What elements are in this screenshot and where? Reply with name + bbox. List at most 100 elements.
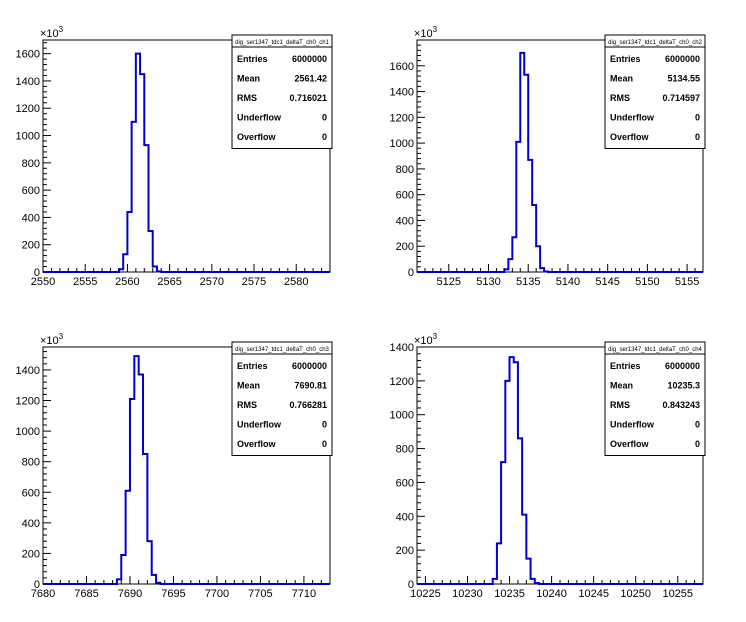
x-tick-label: 7690 xyxy=(118,588,142,600)
y-multiplier-label: ×103 xyxy=(414,25,438,40)
stat-label: Mean xyxy=(237,73,260,83)
x-tick-label: 2550 xyxy=(31,276,55,288)
y-tick-label: 0 xyxy=(34,267,40,279)
stat-value: 0 xyxy=(695,439,700,449)
stat-value: 0.716021 xyxy=(289,93,327,103)
stats-box-frame xyxy=(231,341,333,456)
histogram-name: dig_ser1347_tdc1_deltaT_ch0_ch4 xyxy=(608,347,702,353)
stats-box-frame xyxy=(604,34,706,149)
stats-box: dig_ser1347_tdc1_deltaT_ch0_ch1 Entries 60… xyxy=(231,34,333,149)
y-multiplier-label: ×103 xyxy=(40,332,64,347)
stat-value: 0.766281 xyxy=(289,400,327,410)
x-tick-label: 10250 xyxy=(620,588,651,600)
y-tick-label: 0 xyxy=(408,267,414,279)
y-tick-label: 800 xyxy=(396,164,414,176)
y-tick-label: 800 xyxy=(22,457,40,469)
x-tick-label: 2560 xyxy=(115,276,139,288)
y-tick-label: 1400 xyxy=(390,342,414,354)
stat-value: 10235.3 xyxy=(667,380,700,390)
stat-label: RMS xyxy=(610,93,630,103)
stat-value: 0.714597 xyxy=(662,93,700,103)
stat-label: Overflow xyxy=(237,439,277,449)
histogram-line xyxy=(43,52,330,273)
y-tick-label: 1000 xyxy=(16,131,40,143)
histogram-line xyxy=(417,356,703,585)
y-tick-label: 600 xyxy=(22,487,40,499)
x-tick-label: 10245 xyxy=(578,588,609,600)
y-multiplier-label: ×103 xyxy=(40,25,64,40)
y-tick-label: 1000 xyxy=(390,410,414,422)
y-tick-label: 1400 xyxy=(16,365,40,377)
x-tick-label: 10240 xyxy=(536,588,567,600)
histogram-pad-3: 7680 7685 7690 7695 7700 7705 7710 0 200 400 600 80… xyxy=(16,332,333,600)
x-tick-label: 2555 xyxy=(73,276,97,288)
y-tick-label: 600 xyxy=(396,477,414,489)
x-tick-label: 7705 xyxy=(248,588,272,600)
y-multiplier-label: ×103 xyxy=(414,332,438,347)
stat-label: Underflow xyxy=(610,419,655,429)
y-tick-label: 600 xyxy=(396,190,414,202)
stat-value: 0 xyxy=(695,419,700,429)
stat-label: Mean xyxy=(610,380,633,390)
stats-box: dig_ser1347_tdc1_deltaT_ch0_ch2 Entries 60… xyxy=(604,34,706,149)
stat-value: 2561.42 xyxy=(294,73,327,83)
y-tick-label: 200 xyxy=(396,241,414,253)
stats-box: dig_ser1347_tdc1_deltaT_ch0_ch4 Entries 60… xyxy=(604,341,706,456)
y-tick-label: 1600 xyxy=(16,49,40,61)
x-tick-label: 10230 xyxy=(452,588,483,600)
histogram-name: dig_ser1347_tdc1_deltaT_ch0_ch1 xyxy=(235,40,329,46)
x-tick-label: 10225 xyxy=(410,588,441,600)
y-tick-label: 1400 xyxy=(16,76,40,88)
y-tick-label: 1200 xyxy=(16,103,40,115)
x-tick-label: 5155 xyxy=(675,276,699,288)
stat-label: Entries xyxy=(237,361,268,371)
y-tick-label: 400 xyxy=(396,511,414,523)
y-tick-label: 1000 xyxy=(390,138,414,150)
stat-value: 6000000 xyxy=(292,361,327,371)
stat-label: Entries xyxy=(237,54,268,64)
x-tick-label: 5150 xyxy=(635,276,659,288)
stat-label: Mean xyxy=(237,380,260,390)
y-tick-label: 400 xyxy=(22,518,40,530)
stat-value: 5134.55 xyxy=(667,73,700,83)
y-tick-label: 800 xyxy=(396,444,414,456)
x-tick-label: 2570 xyxy=(200,276,224,288)
stat-value: 0 xyxy=(695,112,700,122)
stat-label: Underflow xyxy=(237,112,282,122)
stat-label: Overflow xyxy=(610,132,650,142)
stat-value: 0.843243 xyxy=(662,400,700,410)
stat-label: Overflow xyxy=(610,439,650,449)
y-tick-label: 800 xyxy=(22,158,40,170)
y-tick-label: 200 xyxy=(22,548,40,560)
stat-value: 0 xyxy=(322,132,327,142)
y-tick-label: 1400 xyxy=(390,87,414,99)
x-tick-label: 5135 xyxy=(516,276,540,288)
y-tick-label: 1200 xyxy=(390,112,414,124)
stat-label: RMS xyxy=(610,400,630,410)
x-tick-label: 10235 xyxy=(494,588,525,600)
y-tick-label: 1000 xyxy=(16,426,40,438)
stats-box-frame xyxy=(231,34,333,149)
histogram-name: dig_ser1347_tdc1_deltaT_ch0_ch2 xyxy=(608,40,702,46)
stat-value: 0 xyxy=(322,112,327,122)
stat-label: Mean xyxy=(610,73,633,83)
stats-box: dig_ser1347_tdc1_deltaT_ch0_ch3 Entries 60… xyxy=(231,341,333,456)
x-tick-label: 7700 xyxy=(205,588,229,600)
stat-value: 6000000 xyxy=(665,361,700,371)
y-tick-label: 200 xyxy=(22,240,40,252)
histogram-pad-4: 10225 10230 10235 10240 10245 10250 10255 0 200 4… xyxy=(390,332,706,600)
x-tick-label: 2575 xyxy=(242,276,266,288)
y-tick-label: 600 xyxy=(22,185,40,197)
y-tick-label: 0 xyxy=(34,579,40,591)
x-tick-label: 5125 xyxy=(437,276,461,288)
stat-value: 6000000 xyxy=(665,54,700,64)
x-tick-label: 2565 xyxy=(157,276,181,288)
stat-value: 0 xyxy=(322,439,327,449)
x-tick-label: 7685 xyxy=(74,588,98,600)
histogram-name: dig_ser1347_tdc1_deltaT_ch0_ch3 xyxy=(235,347,329,353)
stat-label: Underflow xyxy=(237,419,282,429)
stat-label: Overflow xyxy=(237,132,277,142)
stats-box-frame xyxy=(604,341,706,456)
histogram-line xyxy=(43,355,330,585)
